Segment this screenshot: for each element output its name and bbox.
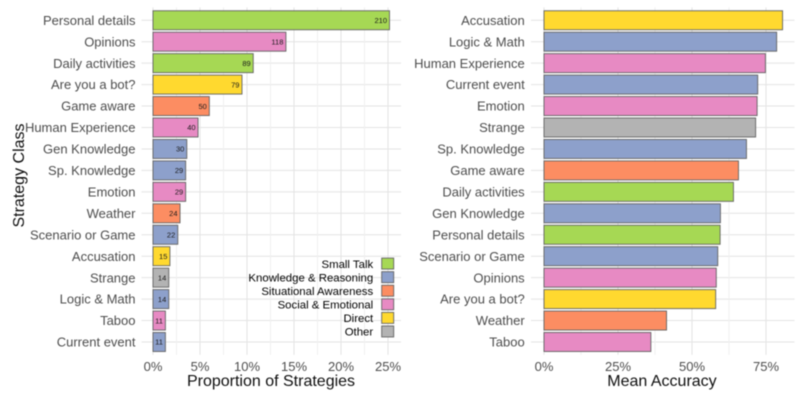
svg-text:Personal details: Personal details	[432, 227, 525, 242]
svg-text:Current event: Current event	[446, 77, 525, 92]
svg-text:Situational Awareness: Situational Awareness	[261, 286, 373, 298]
svg-text:118: 118	[271, 37, 283, 46]
svg-text:Weather: Weather	[476, 313, 526, 328]
svg-text:Are you a bot?: Are you a bot?	[51, 77, 136, 92]
svg-text:Sp. Knowledge: Sp. Knowledge	[437, 142, 524, 157]
svg-text:14: 14	[158, 273, 166, 282]
svg-text:Taboo: Taboo	[489, 335, 524, 350]
svg-text:79: 79	[231, 80, 239, 89]
svg-text:20%: 20%	[328, 359, 354, 374]
svg-text:Gen Knowledge: Gen Knowledge	[432, 206, 525, 221]
svg-text:210: 210	[374, 16, 387, 25]
svg-text:Sp. Knowledge: Sp. Knowledge	[48, 163, 135, 178]
svg-text:Game aware: Game aware	[450, 163, 524, 178]
svg-text:Logic & Math: Logic & Math	[60, 292, 136, 307]
svg-text:30: 30	[176, 145, 184, 154]
svg-text:14: 14	[158, 295, 166, 304]
svg-text:Strange: Strange	[479, 120, 525, 135]
svg-text:0%: 0%	[144, 359, 163, 374]
svg-text:50: 50	[198, 102, 206, 111]
svg-text:22: 22	[167, 230, 175, 239]
svg-text:Scenario or Game: Scenario or Game	[419, 249, 525, 264]
svg-text:29: 29	[175, 188, 183, 197]
svg-text:Daily activities: Daily activities	[442, 184, 525, 199]
svg-text:Accusation: Accusation	[72, 249, 136, 264]
svg-text:Accusation: Accusation	[461, 13, 525, 28]
svg-text:Gen Knowledge: Gen Knowledge	[43, 142, 136, 157]
svg-text:Are you a bot?: Are you a bot?	[440, 292, 525, 307]
svg-text:Personal details: Personal details	[43, 13, 136, 28]
svg-text:Emotion: Emotion	[477, 99, 525, 114]
svg-text:Weather: Weather	[87, 206, 137, 221]
svg-text:Current event: Current event	[57, 335, 136, 350]
svg-text:Daily activities: Daily activities	[53, 56, 136, 71]
svg-text:15%: 15%	[281, 359, 307, 374]
svg-text:Logic & Math: Logic & Math	[449, 34, 525, 49]
svg-text:11: 11	[155, 316, 163, 325]
svg-text:Taboo: Taboo	[100, 313, 135, 328]
svg-text:29: 29	[175, 166, 183, 175]
svg-text:Direct: Direct	[343, 313, 374, 325]
svg-text:Knowledge & Reasoning: Knowledge & Reasoning	[248, 272, 373, 284]
svg-text:Opinions: Opinions	[84, 34, 136, 49]
svg-text:Game aware: Game aware	[61, 99, 135, 114]
svg-text:Strategy Class: Strategy Class	[11, 123, 28, 227]
svg-text:11: 11	[155, 338, 163, 347]
svg-text:0%: 0%	[535, 359, 554, 374]
svg-text:Mean Accuracy: Mean Accuracy	[607, 373, 716, 390]
svg-text:Human Experience: Human Experience	[414, 56, 525, 71]
svg-text:25%: 25%	[605, 359, 631, 374]
svg-text:24: 24	[169, 209, 177, 218]
svg-text:Proportion of Strategies: Proportion of Strategies	[187, 373, 355, 390]
svg-text:Scenario or Game: Scenario or Game	[30, 227, 136, 242]
svg-text:Other: Other	[345, 327, 374, 339]
svg-text:15: 15	[159, 252, 167, 261]
svg-text:Small Talk: Small Talk	[321, 259, 373, 271]
svg-text:Emotion: Emotion	[88, 184, 136, 199]
svg-text:10%: 10%	[234, 359, 260, 374]
svg-text:89: 89	[242, 59, 250, 68]
svg-text:25%: 25%	[375, 359, 401, 374]
svg-text:75%: 75%	[753, 359, 779, 374]
svg-text:40: 40	[187, 123, 195, 132]
svg-text:50%: 50%	[679, 359, 705, 374]
svg-text:Social & Emotional: Social & Emotional	[278, 300, 374, 312]
svg-text:Opinions: Opinions	[473, 270, 525, 285]
svg-text:Strange: Strange	[90, 270, 136, 285]
svg-text:Human Experience: Human Experience	[25, 120, 136, 135]
svg-text:5%: 5%	[191, 359, 210, 374]
